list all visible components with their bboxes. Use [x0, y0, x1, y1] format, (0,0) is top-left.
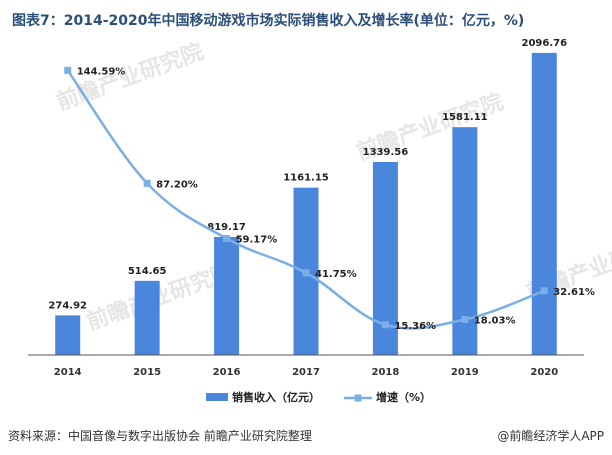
- x-tick-label: 2014: [54, 367, 82, 378]
- legend-label-line: 增速（%）: [376, 390, 431, 404]
- x-tick-label: 2018: [372, 367, 400, 378]
- legend-swatch-bar: [206, 393, 228, 401]
- growth-marker-2019: [461, 316, 469, 324]
- bar-labels: 274.92 514.65 819.17 1161.15 1339.56 1581.11 2…: [48, 38, 567, 312]
- legend-label-bar: 销售收入（亿元）: [232, 390, 320, 404]
- legend: 销售收入（亿元） 增速（%）: [206, 390, 431, 404]
- growth-marker-2014: [64, 66, 72, 74]
- growth-value-label: 15.36%: [394, 321, 436, 332]
- bar-2020: [531, 52, 557, 355]
- growth-value-label: 41.75%: [315, 269, 357, 280]
- growth-marker-2017: [302, 269, 310, 277]
- bar-2014: [55, 315, 81, 355]
- bar-2015: [134, 280, 160, 355]
- legend-marker-line: [354, 394, 362, 402]
- x-tick-label: 2015: [133, 367, 161, 378]
- bar-value-label: 1161.15: [283, 173, 329, 184]
- growth-marker-2015: [143, 179, 151, 187]
- bar-value-label: 819.17: [207, 222, 246, 233]
- growth-value-label: 32.61%: [553, 287, 595, 298]
- growth-marker-2016: [223, 235, 231, 243]
- bar-value-label: 2096.76: [522, 38, 568, 49]
- bar-value-label: 514.65: [128, 266, 167, 277]
- bar-value-label: 1581.11: [442, 112, 488, 123]
- growth-value-label: 18.03%: [474, 316, 516, 327]
- x-tick-label: 2016: [213, 367, 241, 378]
- growth-marker-2020: [540, 287, 548, 295]
- growth-value-label: 87.20%: [156, 179, 198, 190]
- growth-markers: [64, 66, 548, 329]
- source-note: 资料来源：中国音像与数字出版协会 前瞻产业研究院整理: [8, 429, 312, 443]
- bar-2016: [214, 236, 240, 355]
- growth-marker-2018: [381, 321, 389, 329]
- x-tick-label: 2019: [451, 367, 479, 378]
- chart-title: 图表7：2014-2020年中国移动游戏市场实际销售收入及增长率(单位：亿元，%…: [12, 13, 525, 29]
- x-tick-label: 2017: [292, 367, 320, 378]
- bar-value-label: 1339.56: [363, 147, 409, 158]
- growth-labels: 144.59% 87.20% 59.17% 41.75% 15.36% 18.03% 32.…: [77, 66, 595, 331]
- brand-credit: @前瞻经济学人APP: [497, 429, 604, 443]
- x-tick-label: 2020: [530, 367, 558, 378]
- growth-value-label: 59.17%: [236, 235, 278, 246]
- x-tick-labels: 2014 2015 2016 2017 2018 2019 2020: [54, 367, 558, 378]
- bar-value-label: 274.92: [48, 300, 87, 311]
- growth-value-label: 144.59%: [77, 66, 126, 77]
